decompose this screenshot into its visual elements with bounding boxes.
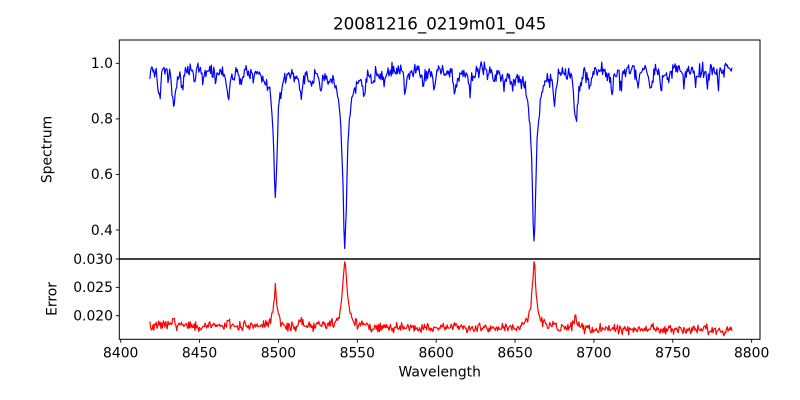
spectrum-panel-frame	[118, 39, 761, 260]
spectrum-y-tick-label: 0.4	[91, 223, 113, 239]
spectrum-y-axis-label: Spectrum	[40, 116, 56, 183]
error-y-tick-label: 0.025	[73, 280, 113, 296]
x-tick-label: 8600	[419, 346, 454, 362]
ticks-layer: 8400 8450 8500 8550 8600 8650 8700 8750 8800 0.4 0…	[73, 56, 769, 361]
data-series-layer	[149, 61, 733, 337]
x-tick-label: 8550	[340, 346, 375, 362]
x-tick-label: 8650	[497, 346, 532, 362]
error-line	[149, 261, 733, 337]
x-tick-label: 8800	[734, 346, 769, 362]
error-panel-frame	[118, 258, 761, 340]
spectrum-y-tick-label: 0.6	[91, 167, 113, 183]
x-tick-label: 8500	[261, 346, 296, 362]
spectrum-y-tick-label: 0.8	[91, 112, 113, 128]
x-tick-label: 8750	[655, 346, 690, 362]
x-tick-label: 8450	[182, 346, 217, 362]
x-axis-label: Wavelength	[398, 365, 480, 381]
x-tick-label: 8700	[576, 346, 611, 362]
error-y-axis-label: Error	[45, 282, 61, 316]
chart-title: 20081216_0219m01_045	[333, 14, 546, 35]
spectrum-y-tick-label: 1.0	[91, 56, 113, 72]
error-y-tick-label: 0.020	[73, 309, 113, 325]
x-tick-label: 8400	[103, 346, 138, 362]
spectrum-line	[149, 61, 733, 250]
error-y-tick-label: 0.030	[73, 252, 113, 268]
